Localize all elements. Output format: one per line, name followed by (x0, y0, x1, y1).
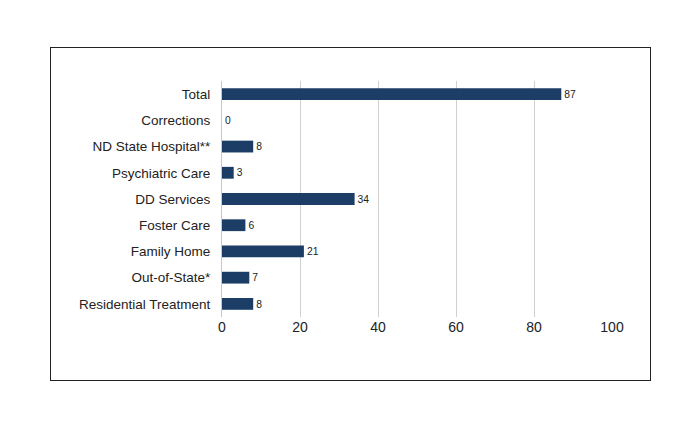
svg-text:8: 8 (256, 141, 262, 152)
svg-text:Foster Care: Foster Care (139, 218, 210, 233)
svg-text:34: 34 (358, 194, 370, 205)
svg-text:20: 20 (292, 319, 308, 335)
svg-text:60: 60 (448, 319, 464, 335)
svg-text:Out-of-State*: Out-of-State* (132, 270, 212, 285)
svg-text:8: 8 (256, 299, 262, 310)
svg-text:Corrections: Corrections (141, 113, 210, 128)
svg-text:DD Services: DD Services (135, 192, 210, 207)
svg-text:Total: Total (182, 87, 211, 102)
svg-text:0: 0 (225, 115, 231, 126)
svg-text:Psychiatric Care: Psychiatric Care (112, 166, 210, 181)
svg-text:87: 87 (564, 89, 576, 100)
svg-text:0: 0 (218, 319, 226, 335)
svg-text:40: 40 (370, 319, 386, 335)
svg-text:7: 7 (252, 272, 258, 283)
svg-text:ND State Hospital**: ND State Hospital** (92, 139, 211, 154)
svg-text:Residential Treatment: Residential Treatment (79, 297, 211, 312)
svg-text:21: 21 (307, 246, 319, 257)
svg-text:100: 100 (600, 319, 624, 335)
svg-text:3: 3 (237, 167, 243, 178)
svg-text:80: 80 (526, 319, 542, 335)
svg-text:6: 6 (248, 220, 254, 231)
svg-text:Family Home: Family Home (131, 244, 211, 259)
